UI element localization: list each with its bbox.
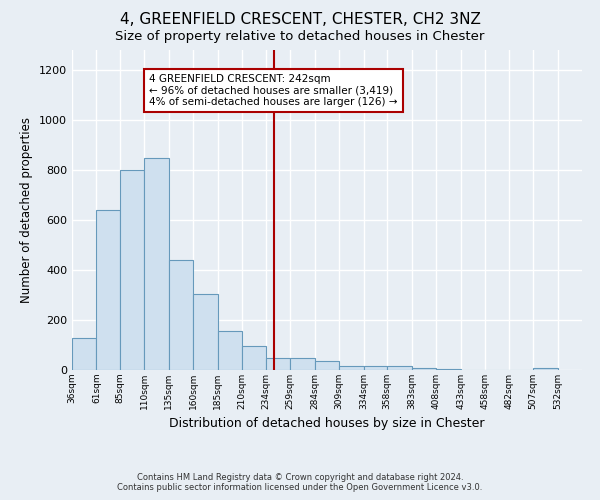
- Bar: [436, 369, 461, 370]
- Bar: [290, 358, 315, 370]
- Bar: [120, 170, 145, 370]
- Bar: [533, 368, 557, 370]
- Bar: [97, 210, 120, 370]
- Text: 4, GREENFIELD CRESCENT, CHESTER, CH2 3NZ: 4, GREENFIELD CRESCENT, CHESTER, CH2 3NZ: [119, 12, 481, 28]
- Bar: [145, 158, 169, 370]
- Bar: [364, 366, 387, 370]
- Bar: [169, 260, 193, 370]
- Bar: [315, 361, 339, 370]
- Y-axis label: Number of detached properties: Number of detached properties: [20, 117, 34, 303]
- Bar: [72, 338, 97, 370]
- X-axis label: Distribution of detached houses by size in Chester: Distribution of detached houses by size …: [169, 418, 485, 430]
- Bar: [218, 331, 242, 370]
- Bar: [339, 366, 364, 370]
- Bar: [193, 294, 218, 370]
- Text: Size of property relative to detached houses in Chester: Size of property relative to detached ho…: [115, 30, 485, 43]
- Bar: [242, 346, 266, 370]
- Bar: [412, 368, 436, 370]
- Bar: [387, 366, 412, 370]
- Text: Contains HM Land Registry data © Crown copyright and database right 2024.
Contai: Contains HM Land Registry data © Crown c…: [118, 473, 482, 492]
- Bar: [266, 358, 290, 370]
- Text: 4 GREENFIELD CRESCENT: 242sqm
← 96% of detached houses are smaller (3,419)
4% of: 4 GREENFIELD CRESCENT: 242sqm ← 96% of d…: [149, 74, 398, 107]
